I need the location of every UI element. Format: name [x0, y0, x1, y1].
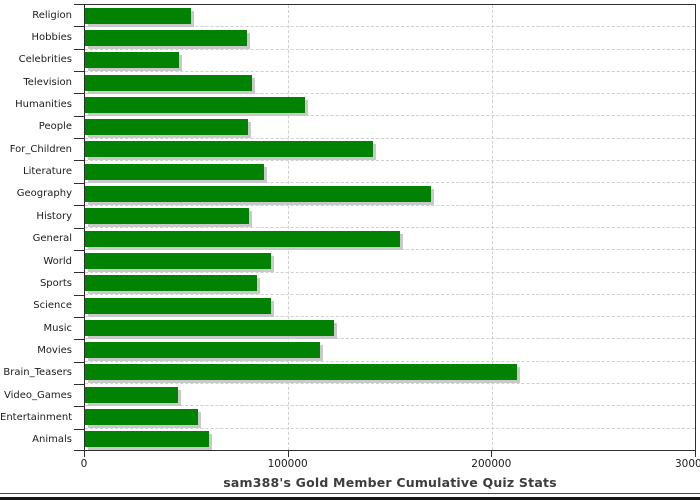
y-axis-label: General — [32, 233, 72, 245]
bar-row — [85, 228, 695, 251]
bar-television — [85, 74, 252, 91]
bar-geography — [85, 186, 432, 203]
gridline-vertical — [491, 5, 493, 450]
y-axis-label: History — [36, 210, 72, 222]
y-axis-tick — [74, 316, 84, 318]
y-axis-tick — [74, 115, 84, 117]
x-axis-tick-label: 200000 — [471, 458, 512, 470]
bar-sports — [85, 275, 257, 292]
bar-for_children — [85, 141, 373, 158]
bar-movies — [85, 342, 320, 359]
chart-title: sam388's Gold Member Cumulative Quiz Sta… — [223, 475, 557, 490]
y-axis-tick — [74, 383, 84, 385]
bar-row — [85, 317, 695, 340]
y-axis-tick — [74, 182, 84, 184]
y-axis-tick — [74, 160, 84, 162]
y-axis-tick — [74, 26, 84, 28]
y-axis-label: Television — [23, 76, 72, 88]
y-axis-label: Geography — [16, 188, 72, 200]
y-axis-label: People — [38, 121, 72, 133]
bar-row — [85, 5, 695, 28]
y-axis-label: Religion — [32, 9, 72, 21]
bar-science — [85, 297, 271, 314]
y-axis-tick — [74, 406, 84, 408]
x-axis-tick-label: 0 — [80, 458, 88, 470]
bar-row — [85, 94, 695, 117]
bar-row — [85, 183, 695, 206]
bar-world — [85, 252, 272, 269]
bar-row — [85, 50, 695, 72]
y-axis-tick — [74, 428, 84, 430]
y-axis-label: Entertainment — [0, 411, 73, 423]
bar-entertainment — [85, 408, 198, 425]
bar-history — [85, 208, 250, 225]
bar-row — [85, 27, 695, 50]
y-axis-tick — [74, 48, 84, 50]
y-axis-label: Literature — [23, 166, 72, 178]
bar-row — [85, 116, 695, 139]
bar-row — [85, 384, 695, 407]
y-axis-tick — [74, 361, 84, 363]
bar-video_games — [85, 386, 179, 403]
y-axis-tick — [74, 339, 84, 341]
bar-row — [85, 429, 695, 450]
bar-literature — [85, 163, 265, 180]
x-axis-tick — [491, 451, 493, 457]
y-axis-label: Video_Games — [4, 389, 72, 401]
bar-row — [85, 339, 695, 362]
bar-people — [85, 119, 249, 136]
bar-row — [85, 362, 695, 385]
bar-row — [85, 161, 695, 184]
bar-animals — [85, 431, 210, 448]
bottom-divider-line — [0, 493, 700, 494]
y-axis-tick — [74, 450, 84, 451]
x-axis-tick — [695, 451, 696, 457]
y-axis-tick — [74, 272, 84, 274]
y-axis-label: Music — [43, 322, 72, 334]
x-axis-tick — [287, 451, 289, 457]
bar-row — [85, 139, 695, 162]
y-axis-label: Brain_Teasers — [3, 367, 72, 379]
y-axis-tick — [74, 4, 84, 5]
bottom-dark-strip — [0, 497, 700, 500]
y-axis-label: Sports — [39, 277, 72, 289]
y-axis-tick — [74, 138, 84, 140]
bar-celebrities — [85, 52, 180, 69]
y-axis-tick — [74, 93, 84, 95]
bar-religion — [85, 7, 191, 24]
gridline-vertical — [288, 5, 290, 450]
y-axis-label: Animals — [32, 434, 72, 446]
x-axis-tick — [84, 451, 85, 457]
y-axis-label: Hobbies — [31, 32, 72, 44]
y-axis-tick — [74, 71, 84, 73]
bar-row — [85, 72, 695, 95]
bar-row — [85, 295, 695, 318]
y-axis-label: Science — [33, 300, 72, 312]
bar-row — [85, 406, 695, 429]
y-axis-tick — [74, 249, 84, 251]
bar-row — [85, 273, 695, 295]
plot-area — [84, 4, 696, 451]
y-axis-tick — [74, 227, 84, 229]
x-axis-tick-label: 100000 — [267, 458, 308, 470]
y-axis-label: World — [43, 255, 72, 267]
bar-humanities — [85, 96, 305, 113]
bar-row — [85, 250, 695, 273]
y-axis-tick — [74, 205, 84, 207]
bar-general — [85, 230, 400, 247]
y-axis-label: Movies — [37, 344, 72, 356]
bar-music — [85, 319, 334, 336]
bar-hobbies — [85, 29, 248, 46]
y-axis-tick — [74, 294, 84, 296]
y-axis-label: Celebrities — [18, 54, 72, 66]
bar-brain_teasers — [85, 364, 518, 381]
x-axis-tick-label: 300000 — [674, 458, 700, 470]
y-axis-label: For_Children — [9, 143, 72, 155]
bar-row — [85, 206, 695, 228]
y-axis-label: Humanities — [15, 99, 72, 111]
